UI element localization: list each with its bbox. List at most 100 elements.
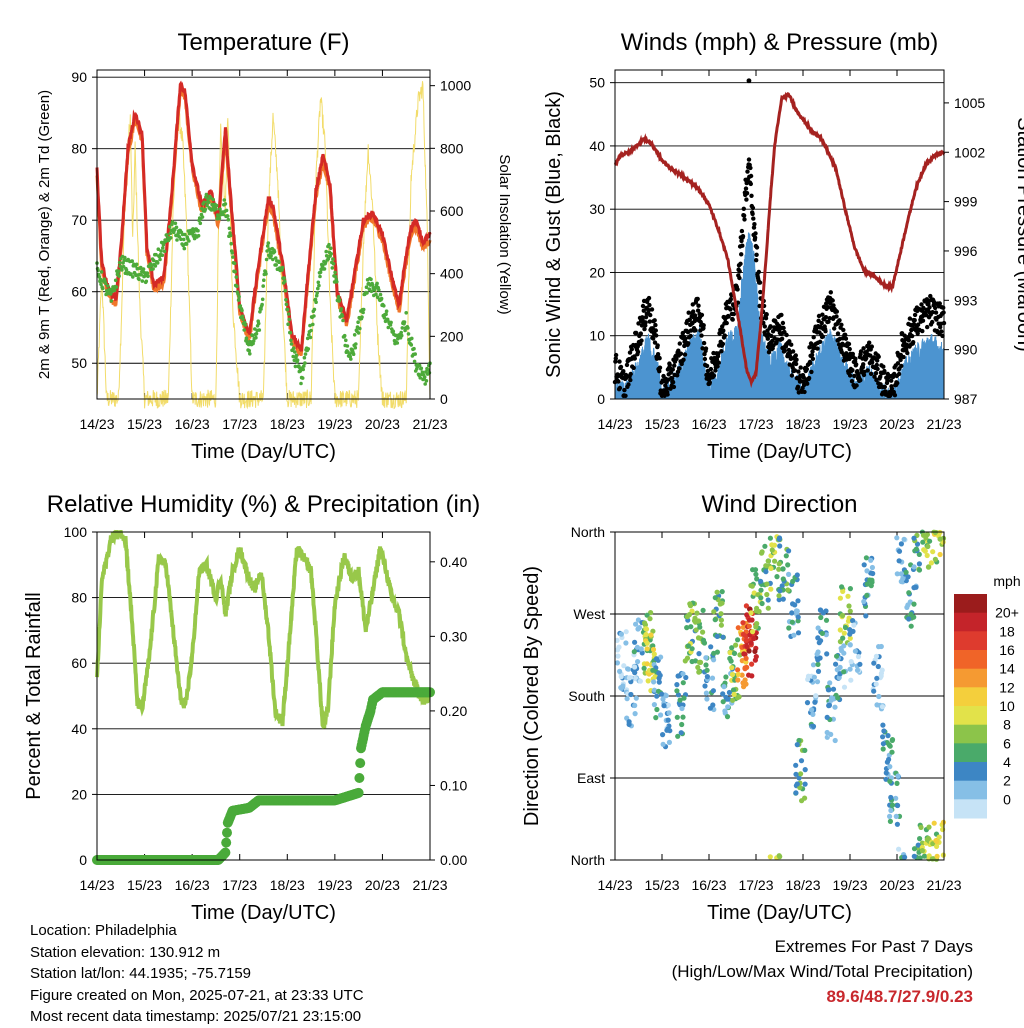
direction-point bbox=[884, 759, 891, 765]
gust-point bbox=[941, 305, 946, 310]
direction-point bbox=[889, 749, 895, 755]
direction-point bbox=[638, 646, 644, 652]
x-tick-label: 17/23 bbox=[738, 416, 773, 432]
direction-point bbox=[842, 624, 849, 631]
direction-point bbox=[718, 617, 725, 623]
x-tick-label: 19/23 bbox=[317, 416, 352, 432]
dewpoint-point bbox=[226, 217, 231, 222]
gust-point bbox=[828, 290, 833, 295]
direction-point bbox=[833, 661, 839, 667]
direction-point bbox=[911, 535, 917, 541]
colorbar-swatch bbox=[954, 594, 987, 614]
dewpoint-point bbox=[218, 207, 222, 211]
direction-point bbox=[644, 661, 650, 667]
gust-point bbox=[655, 352, 661, 357]
gust-point bbox=[816, 313, 822, 319]
gust-point bbox=[682, 352, 688, 357]
direction-point bbox=[827, 680, 833, 686]
gust-point bbox=[681, 357, 686, 362]
direction-point bbox=[802, 767, 808, 773]
dewpoint-point bbox=[288, 330, 293, 335]
direction-point bbox=[720, 691, 726, 697]
direction-point bbox=[750, 629, 756, 635]
dewpoint-point bbox=[230, 251, 235, 255]
gust-point bbox=[721, 328, 726, 333]
dewpoint-point bbox=[250, 333, 255, 338]
gust-point bbox=[643, 320, 648, 325]
direction-point bbox=[906, 590, 912, 596]
direction-point bbox=[810, 662, 817, 668]
direction-point bbox=[746, 672, 752, 678]
gust-point bbox=[858, 349, 864, 354]
extremes-title: Extremes For Past 7 Days bbox=[774, 937, 973, 956]
dewpoint-point bbox=[134, 262, 139, 267]
dewpoint-point bbox=[244, 336, 249, 341]
dewpoint-point bbox=[235, 284, 239, 289]
direction-point bbox=[689, 646, 695, 652]
panel-title: Wind Direction bbox=[701, 491, 857, 518]
direction-point bbox=[819, 630, 826, 637]
direction-point bbox=[893, 813, 899, 820]
gust-point bbox=[677, 366, 682, 371]
x-tick-label: 14/23 bbox=[79, 416, 114, 432]
direction-point bbox=[762, 543, 768, 549]
gust-point bbox=[746, 157, 752, 162]
direction-point bbox=[767, 535, 774, 541]
direction-point bbox=[632, 639, 638, 645]
direction-point bbox=[625, 666, 632, 672]
gust-point bbox=[648, 312, 653, 318]
direction-point bbox=[703, 662, 709, 668]
colorbar-level-label: 8 bbox=[1003, 717, 1011, 733]
plot-frame bbox=[614, 531, 945, 861]
direction-point bbox=[711, 609, 717, 615]
direction-point bbox=[916, 551, 922, 558]
dewpoint-point bbox=[264, 272, 268, 276]
gust-point bbox=[651, 336, 656, 341]
dewpoint-point bbox=[240, 308, 244, 313]
gust-point bbox=[907, 316, 913, 321]
dewpoint-point bbox=[211, 197, 215, 202]
direction-point bbox=[887, 813, 893, 820]
x-axis-label: Time (Day/UTC) bbox=[707, 902, 852, 924]
direction-point bbox=[633, 621, 639, 627]
direction-point bbox=[902, 854, 908, 860]
gust-point bbox=[632, 356, 637, 361]
gust-point bbox=[753, 231, 758, 236]
direction-point bbox=[813, 693, 819, 699]
direction-point bbox=[769, 547, 775, 553]
dewpoint-point bbox=[418, 376, 423, 380]
gust-point bbox=[702, 356, 708, 362]
dewpoint-point bbox=[345, 344, 350, 348]
direction-point bbox=[876, 644, 882, 650]
direction-point bbox=[888, 794, 894, 801]
dewpoint-point bbox=[386, 325, 391, 330]
direction-point bbox=[740, 631, 747, 638]
colorbar-level-label: 18 bbox=[999, 623, 1015, 639]
x-tick-label: 20/23 bbox=[365, 877, 400, 893]
direction-point bbox=[720, 699, 726, 705]
direction-point bbox=[758, 578, 764, 584]
y-tick-label-right: 1005 bbox=[954, 95, 985, 111]
direction-point bbox=[661, 703, 667, 709]
direction-point bbox=[915, 842, 921, 848]
dewpoint-point bbox=[294, 353, 299, 358]
gust-point bbox=[646, 295, 652, 301]
dewpoint-point bbox=[410, 336, 414, 341]
direction-point bbox=[785, 562, 791, 568]
gust-point bbox=[695, 296, 700, 302]
gust-point bbox=[806, 375, 812, 381]
direction-point bbox=[861, 598, 867, 605]
gust-point bbox=[861, 362, 866, 367]
dewpoint-point bbox=[204, 192, 209, 197]
direction-point bbox=[870, 570, 876, 577]
direction-point bbox=[695, 664, 701, 671]
direction-point bbox=[851, 622, 857, 628]
direction-point bbox=[697, 659, 704, 666]
dewpoint-point bbox=[183, 232, 187, 237]
x-tick-label: 15/23 bbox=[644, 877, 679, 893]
dewpoint-point bbox=[326, 256, 331, 261]
direction-point bbox=[695, 635, 702, 641]
dewpoint-point bbox=[265, 244, 270, 248]
x-tick-label: 14/23 bbox=[597, 877, 632, 893]
dewpoint-point bbox=[146, 274, 150, 279]
